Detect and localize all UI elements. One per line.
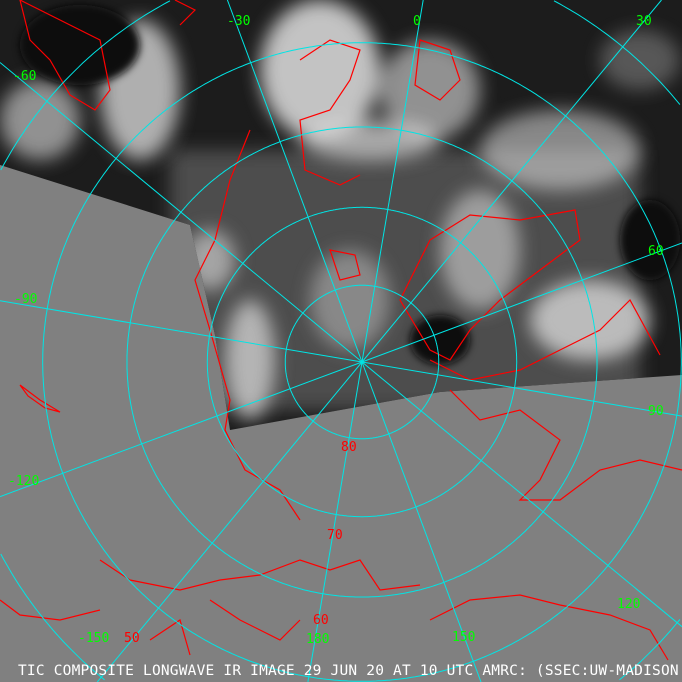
ir-imagery: [0, 0, 682, 430]
image-caption: TIC COMPOSITE LONGWAVE IR IMAGE 29 JUN 2…: [18, 663, 679, 679]
longitude-label: 180: [306, 632, 329, 647]
latitude-circle-70: [206, 206, 518, 518]
meridian--150: [96, 361, 363, 682]
meridian-30: [361, 0, 662, 363]
meridian-120: [361, 361, 682, 628]
latitude-circle-50: [42, 42, 682, 682]
longitude-label: -90: [14, 292, 37, 307]
meridian-180: [307, 361, 363, 682]
meridian-90: [361, 361, 682, 417]
longitude-label: 90: [648, 404, 664, 419]
longitude-label: 30: [636, 14, 652, 29]
longitude-label: -60: [13, 69, 36, 84]
latitude-circle-40: [619, 619, 681, 681]
latitude-label: 60: [313, 613, 329, 628]
meridian--30: [226, 0, 363, 363]
longitude-label: -120: [8, 474, 39, 489]
longitude-label: 120: [617, 597, 640, 612]
latitude-label: 80: [341, 440, 357, 455]
meridian--90: [0, 300, 363, 363]
latitude-circle-80: [284, 284, 440, 440]
graticule-labels: 0 30 60 90 120 150 180 -150 -120 -90 -60 -30 80 70 60 5…: [8, 14, 664, 647]
meridian--120: [0, 361, 363, 498]
meridian--60: [0, 62, 363, 363]
longitude-label: 0: [413, 14, 421, 29]
longitude-label: -30: [227, 14, 250, 29]
latitude-circle-40: [0, 553, 105, 681]
latitude-circle-60: [126, 126, 598, 598]
latitude-circle-40: [553, 0, 681, 105]
meridian-150: [361, 361, 482, 682]
meridian-0: [361, 0, 424, 363]
coastlines: [0, 0, 682, 661]
latitude-label: 50: [124, 631, 140, 646]
latitude-label: 70: [327, 528, 343, 543]
longitude-label: 60: [648, 244, 664, 259]
longitude-label: 150: [452, 630, 475, 645]
meridian-60: [361, 242, 682, 363]
latitude-circle-40: [0, 0, 171, 171]
longitude-label: -150: [78, 631, 109, 646]
